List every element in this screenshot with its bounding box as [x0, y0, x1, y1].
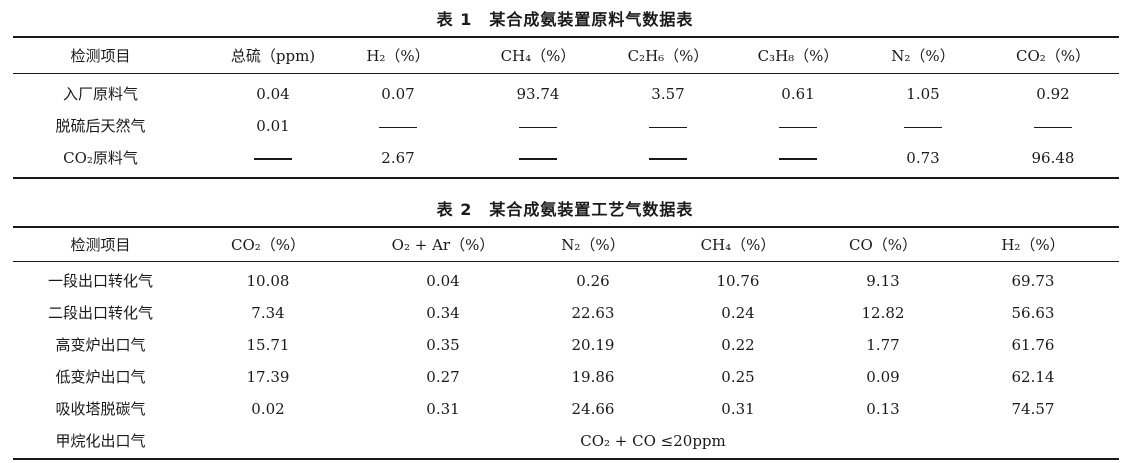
row-label: 高变炉出口气	[55, 336, 146, 354]
table-row: 吸收塔脱碳气 0.02 0.31 24.66 0.31 0.13 74.57	[13, 393, 1119, 425]
table2-header-h2: H₂（%）	[1001, 236, 1065, 254]
table-cell: 0.22	[721, 336, 755, 354]
table2-header-row: 检测项目 CO₂（%） O₂ + Ar（%） N₂（%） CH₄（%） CO（%…	[13, 229, 1119, 261]
table1-header-c3h8: C₃H₈（%）	[757, 47, 839, 65]
table-cell: 0.04	[256, 85, 290, 103]
table1-header-rule	[13, 73, 1119, 74]
empty-dash	[608, 110, 728, 142]
table-row: 甲烷化出口气 CO₂ + CO ≤20ppm	[13, 425, 1119, 457]
table1-top-rule	[13, 36, 1119, 38]
table-cell: 17.39	[246, 368, 290, 386]
table-cell: 0.92	[1036, 85, 1070, 103]
table1-header-c2h6: C₂H₆（%）	[627, 47, 709, 65]
table2-header-co: CO（%）	[848, 236, 918, 254]
table2-caption: 表 2 某合成氨装置工艺气数据表	[436, 200, 694, 219]
table2-header-rule	[13, 261, 1119, 262]
table2-header-o2-ar: O₂ + Ar（%）	[391, 236, 495, 254]
table-cell: 10.76	[716, 272, 760, 290]
table-cell: 10.08	[246, 272, 290, 290]
empty-dash	[998, 110, 1108, 142]
table-cell: 0.34	[426, 304, 460, 322]
empty-dash	[228, 142, 318, 174]
table-cell: 56.63	[1011, 304, 1055, 322]
table1-header-total-sulfur: 总硫（ppm)	[230, 47, 316, 65]
table-cell: 12.82	[861, 304, 905, 322]
empty-dash	[478, 110, 598, 142]
table-row: 二段出口转化气 7.34 0.34 22.63 0.24 12.82 56.63	[13, 297, 1119, 329]
row-label: 低变炉出口气	[55, 368, 146, 386]
row-label: 一段出口转化气	[47, 272, 153, 290]
row-label: 脱硫后天然气	[55, 117, 146, 135]
table-cell: 0.25	[721, 368, 755, 386]
table-cell: 1.05	[906, 85, 940, 103]
row-label: CO₂原料气	[63, 149, 138, 167]
table-cell: 62.14	[1011, 368, 1055, 386]
empty-dash	[478, 142, 598, 174]
table-cell: 0.13	[866, 400, 900, 418]
row-label: 吸收塔脱碳气	[55, 400, 146, 418]
table-cell: 0.07	[381, 85, 415, 103]
table-cell: 0.26	[576, 272, 610, 290]
row-label: 二段出口转化气	[47, 304, 153, 322]
table-row: 低变炉出口气 17.39 0.27 19.86 0.25 0.09 62.14	[13, 361, 1119, 393]
table-cell: 96.48	[1031, 149, 1075, 167]
table-cell: 61.76	[1011, 336, 1055, 354]
table1-header-row: 检测项目 总硫（ppm) H₂（%） CH₄（%） C₂H₆（%） C₃H₈（%…	[13, 40, 1119, 72]
table-cell: 0.04	[426, 272, 460, 290]
table-cell: 0.24	[721, 304, 755, 322]
table1-header-h2: H₂（%）	[366, 47, 430, 65]
table-row: 一段出口转化气 10.08 0.04 0.26 10.76 9.13 69.73	[13, 265, 1119, 297]
table-cell: 7.34	[251, 304, 285, 322]
table-cell: 0.01	[256, 117, 290, 135]
table-cell: 15.71	[246, 336, 290, 354]
empty-dash	[738, 110, 858, 142]
table-cell: 20.19	[571, 336, 615, 354]
table-cell: 0.27	[426, 368, 460, 386]
empty-dash	[608, 142, 728, 174]
table2-top-rule	[13, 226, 1119, 228]
table-cell: 0.73	[906, 149, 940, 167]
table-row: 高变炉出口气 15.71 0.35 20.19 0.22 1.77 61.76	[13, 329, 1119, 361]
table1-header-n2: N₂（%）	[891, 47, 955, 65]
table-cell: 9.13	[866, 272, 900, 290]
table-cell: 19.86	[571, 368, 615, 386]
table-cell: 3.57	[651, 85, 685, 103]
table-cell: 0.61	[781, 85, 815, 103]
table-cell: 0.35	[426, 336, 460, 354]
table-row: 脱硫后天然气 0.01	[13, 110, 1119, 142]
table-cell: 74.57	[1011, 400, 1055, 418]
table-cell: 69.73	[1011, 272, 1055, 290]
methanation-note: CO₂ + CO ≤20ppm	[580, 432, 726, 450]
table2-bottom-rule	[13, 458, 1119, 460]
empty-dash	[348, 110, 448, 142]
table2-header-co2: CO₂（%）	[230, 236, 306, 254]
table-cell: 24.66	[571, 400, 615, 418]
table2-header-n2: N₂（%）	[561, 236, 625, 254]
table-cell: 22.63	[571, 304, 615, 322]
row-label: 甲烷化出口气	[55, 432, 146, 450]
table1-caption: 表 1 某合成氨装置原料气数据表	[436, 10, 694, 29]
empty-dash	[868, 110, 978, 142]
table1-header-co2: CO₂（%）	[1015, 47, 1091, 65]
table-cell: 0.31	[721, 400, 755, 418]
table-cell: 2.67	[381, 149, 415, 167]
table-cell: 1.77	[866, 336, 900, 354]
table2-header-ch4: CH₄（%）	[700, 236, 776, 254]
row-label: 入厂原料气	[62, 85, 138, 103]
table-cell: 0.31	[426, 400, 460, 418]
table1-header-ch4: CH₄（%）	[500, 47, 576, 65]
table2-header-item: 检测项目	[70, 236, 131, 254]
table-row: CO₂原料气 2.67 0.73 96.48	[13, 142, 1119, 174]
table1-bottom-rule	[13, 177, 1119, 179]
table-cell: 93.74	[516, 85, 560, 103]
table-row: 入厂原料气 0.04 0.07 93.74 3.57 0.61 1.05 0.9…	[13, 78, 1119, 110]
table-cell: 0.09	[866, 368, 900, 386]
table-cell: 0.02	[251, 400, 285, 418]
table1-header-item: 检测项目	[70, 47, 131, 65]
empty-dash	[738, 142, 858, 174]
